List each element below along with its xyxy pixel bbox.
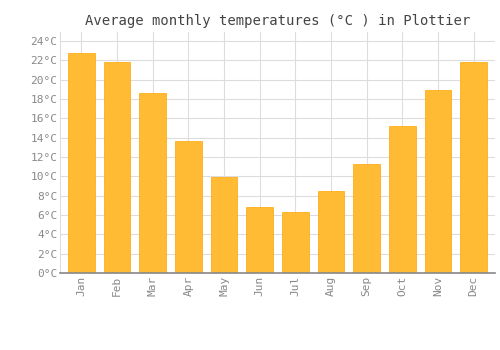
Bar [354,164,380,273]
Bar [140,93,166,273]
Bar [318,191,344,273]
Bar [210,177,238,273]
Bar [246,207,273,273]
Bar [389,126,415,273]
Bar [68,53,95,273]
Bar [424,90,452,273]
Bar [175,141,202,273]
Bar [460,62,487,273]
Bar [282,212,308,273]
Title: Average monthly temperatures (°C ) in Plottier: Average monthly temperatures (°C ) in Pl… [85,14,470,28]
Bar [104,62,130,273]
